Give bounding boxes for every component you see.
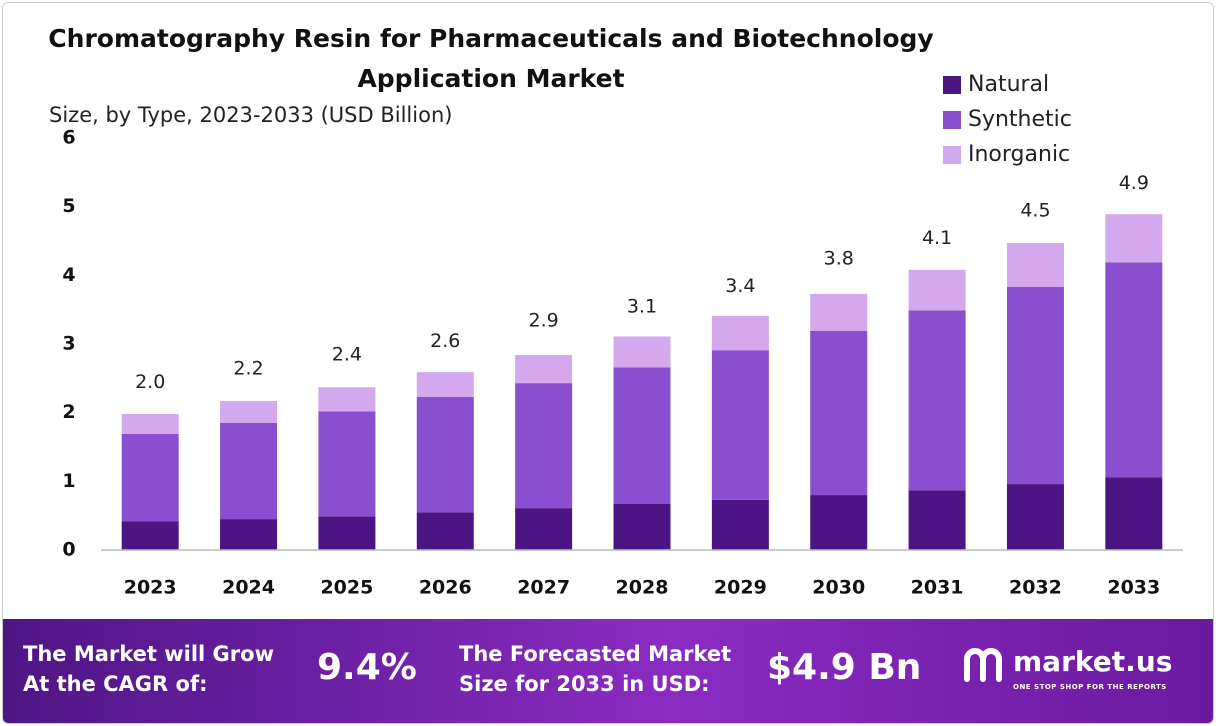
total-label: 3.1	[627, 296, 657, 318]
x-tick-label: 2023	[124, 577, 177, 599]
total-label: 2.6	[430, 330, 460, 352]
text-line: The Market will Grow	[23, 642, 274, 666]
chart: 0 1 2 3 4 5 6 2.0 2023 2.2 2024 2.4 2025 2.6 2026 2.9 20…	[62, 72, 1183, 599]
bar-segment	[515, 383, 573, 509]
total-label: 3.4	[725, 275, 755, 297]
bar-segment	[908, 310, 966, 491]
total-label: 4.5	[1020, 200, 1050, 222]
x-tick-label: 2033	[1107, 577, 1160, 599]
bar-segment	[711, 350, 769, 500]
y-tick-label: 5	[62, 195, 75, 217]
x-tick-label: 2030	[812, 577, 865, 599]
logo-icon	[964, 648, 1002, 682]
text-line: Size for 2033 in USD:	[459, 672, 710, 696]
bar-segment	[416, 396, 474, 513]
bar-segment	[515, 508, 573, 550]
legend-swatch	[943, 76, 961, 94]
bar-segment	[121, 414, 179, 434]
bar-segment	[613, 367, 671, 504]
total-label: 2.2	[233, 357, 263, 379]
x-tick-label: 2025	[320, 577, 373, 599]
x-tick-label: 2024	[222, 577, 275, 599]
legend-label: Inorganic	[968, 142, 1070, 167]
y-tick-label: 2	[62, 401, 75, 423]
bar-segment	[121, 521, 179, 550]
bar-segment	[416, 372, 474, 397]
bar-segment	[1105, 262, 1163, 478]
y-tick-label: 0	[62, 539, 75, 561]
bar-segment	[613, 503, 671, 550]
bar-segment	[613, 336, 671, 368]
x-tick-label: 2027	[517, 577, 570, 599]
total-label: 2.9	[529, 309, 559, 331]
x-tick-label: 2029	[714, 577, 767, 599]
bar-segment	[908, 269, 966, 311]
total-label: 2.0	[135, 371, 165, 393]
total-label: 4.9	[1119, 172, 1149, 194]
x-tick-label: 2032	[1009, 577, 1062, 599]
bar-segment	[515, 354, 573, 384]
bar-segment	[220, 519, 278, 550]
y-tick-label: 4	[62, 264, 75, 286]
bar-segment	[1105, 214, 1163, 263]
logo: market.us	[1013, 645, 1173, 678]
bar-segment	[318, 516, 376, 550]
total-label: 2.4	[332, 344, 362, 366]
y-tick-label: 1	[62, 470, 75, 492]
x-tick-label: 2026	[419, 577, 472, 599]
cagr-value: 9.4%	[317, 647, 417, 688]
x-tick-label: 2031	[911, 577, 964, 599]
bar-segment	[810, 293, 868, 331]
bar-segment	[711, 499, 769, 550]
bar-segment	[711, 315, 769, 351]
bar-segment	[1105, 477, 1163, 550]
y-tick-label: 6	[62, 127, 75, 149]
bar-segment	[810, 330, 868, 496]
bar-segment	[908, 490, 966, 550]
footer: The Market will Grow At the CAGR of: 9.4%…	[3, 619, 1213, 723]
bar-segment	[1006, 287, 1064, 485]
bar-segment	[318, 387, 376, 412]
legend-label: Natural	[968, 72, 1049, 97]
bar-segment	[220, 422, 278, 520]
text-line: The Forecasted Market	[459, 642, 732, 666]
forecast-text: The Forecasted Market Size for 2033 in US…	[459, 639, 731, 699]
text-line: At the CAGR of:	[23, 672, 208, 696]
chart-title: Chromatography Resin for Pharmaceuticals…	[48, 24, 934, 93]
legend-label: Synthetic	[968, 107, 1072, 132]
bar-segment	[121, 433, 179, 522]
bar-segment	[1006, 484, 1064, 550]
bar-segment	[318, 411, 376, 517]
bar-segment	[1006, 243, 1064, 288]
chart-subtitle: Size, by Type, 2023-2033 (USD Billion)	[49, 103, 453, 127]
total-label: 3.8	[824, 248, 854, 270]
bar-segment	[416, 512, 474, 550]
total-label: 4.1	[922, 227, 952, 249]
x-tick-label: 2028	[616, 577, 669, 599]
tagline: ONE STOP SHOP FOR THE REPORTS	[1013, 683, 1167, 691]
y-tick-label: 3	[62, 333, 75, 355]
bar-segment	[810, 495, 868, 550]
forecast-value: $4.9 Bn	[767, 647, 922, 688]
legend-swatch	[943, 146, 961, 164]
cagr-text: The Market will Grow At the CAGR of:	[23, 639, 274, 699]
legend-swatch	[943, 111, 961, 129]
bar-segment	[220, 400, 278, 423]
